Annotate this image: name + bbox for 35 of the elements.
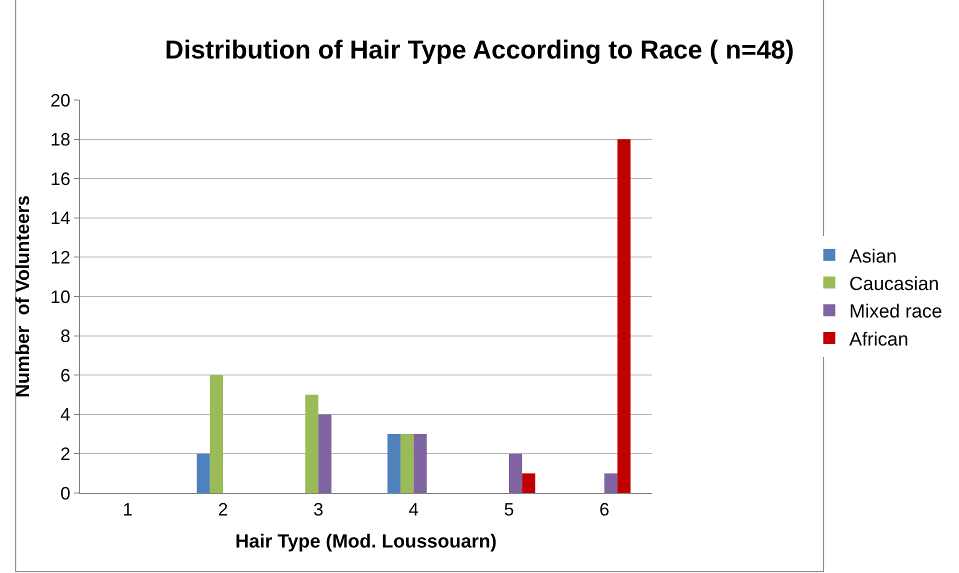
y-tick-label: 16 [50,168,70,189]
y-tick-label: 12 [50,248,70,268]
bar [509,454,522,493]
legend-label: Caucasian [849,274,940,295]
legend-label: African [849,329,908,350]
bar [400,434,414,493]
y-tick-label: 14 [50,208,70,228]
x-tick-label: 6 [599,500,610,520]
y-tick-label: 4 [60,404,70,425]
legend-label: Mixed race [849,302,942,323]
bar [522,473,536,493]
bar [196,454,210,493]
y-tick-label: 8 [60,326,70,346]
x-tick-label: 5 [504,500,514,520]
y-tick-label: 0 [60,483,70,504]
legend-label: Asian [849,246,897,268]
y-axis-title: Number of Volunteers [13,195,34,398]
y-tick-label: 20 [50,90,70,110]
bar [387,434,401,493]
x-axis-title: Hair Type (Mod. Loussouarn) [235,531,497,552]
y-tick-label: 18 [50,130,70,150]
y-tick-label: 2 [60,444,70,464]
bar [617,139,631,493]
y-tick-label: 6 [60,365,70,386]
bar [414,434,427,493]
x-tick-label: 4 [408,500,419,520]
bar [305,394,318,493]
x-tick-label: 1 [122,500,133,520]
bar [210,375,223,493]
chart-title: Distribution of Hair Type According to Race ( n=48) [164,34,794,64]
x-tick-label: 3 [313,500,324,520]
bar [318,414,332,493]
y-tick-label: 10 [50,286,70,307]
bar [604,473,618,493]
x-tick-label: 2 [218,500,228,520]
